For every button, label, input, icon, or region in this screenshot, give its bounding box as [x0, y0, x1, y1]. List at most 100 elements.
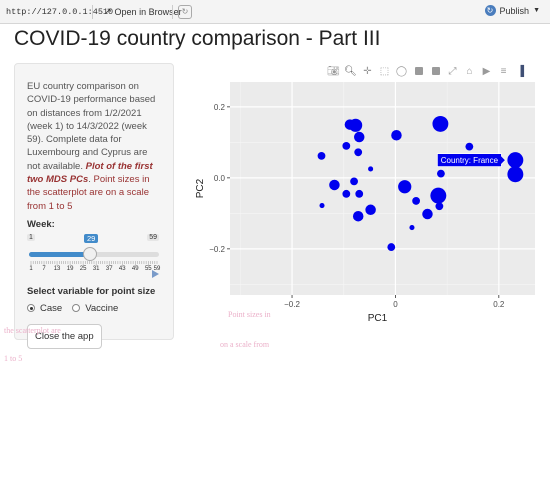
hover-compare-icon[interactable]: ≡: [500, 65, 507, 77]
data-point: [368, 166, 374, 172]
x-axis-title: PC1: [368, 313, 388, 324]
ghost-text: on a scale from: [220, 340, 270, 349]
publish-icon: ↻: [484, 5, 496, 16]
y-axis-title: PC2: [195, 178, 206, 198]
description-text: EU country comparison on COVID-19 perfor…: [27, 81, 156, 172]
data-point: [430, 187, 447, 204]
week-slider[interactable]: 1 29 59 1 7 13 19 25 31 37 43 49 55 59: [27, 233, 163, 280]
radio-vaccine-dot[interactable]: [72, 304, 81, 313]
data-point: [350, 177, 358, 186]
slider-tick-label: 13: [53, 265, 61, 272]
hover-tooltip: [437, 153, 506, 167]
data-point: [342, 189, 351, 198]
data-point: [354, 148, 363, 157]
point-size-note: Point sizes in the scatterplot are on a …: [27, 174, 150, 212]
ghost-text: Point sizes in: [228, 310, 271, 319]
plotly-logo-icon[interactable]: ▐: [516, 65, 525, 77]
slider-value-label: 29: [84, 233, 99, 243]
data-point: [353, 131, 365, 143]
zoom-in-icon[interactable]: [413, 66, 424, 77]
external-window-icon: ↗: [104, 6, 112, 16]
size-variable-label: Select variable for point size: [27, 285, 156, 297]
slider-max-label: 59: [147, 233, 159, 241]
radio-vaccine-label: Vaccine: [85, 302, 119, 314]
x-tick-label: 0.2: [493, 300, 505, 309]
data-point: [437, 169, 445, 178]
viewer-toolbar: http://127.0.0.1:4510 ↗ Open in Browser …: [0, 0, 550, 24]
toolbar-divider: [172, 5, 173, 19]
chevron-down-icon: ▼: [533, 7, 540, 14]
data-point: [465, 142, 474, 151]
data-point: [352, 210, 364, 222]
slider-tick-label: 49: [131, 265, 139, 272]
data-point: [342, 142, 351, 150]
publish-label: Publish: [499, 5, 530, 16]
slider-tick-label: 31: [92, 265, 100, 272]
slider-tick-label: 43: [118, 265, 126, 272]
slider-tick-label: 25: [79, 265, 87, 272]
radio-case-label: Case: [40, 302, 63, 314]
open-in-browser-label: Open in Browser: [114, 6, 182, 17]
data-point: [432, 115, 449, 132]
play-icon[interactable]: [152, 269, 159, 278]
data-point: [387, 243, 396, 251]
slider-tick-label: 19: [66, 265, 74, 272]
camera-icon[interactable]: 📷︎: [327, 65, 340, 77]
data-point: [329, 179, 340, 191]
data-point: [319, 202, 325, 209]
radio-case-dot[interactable]: [27, 304, 35, 313]
size-variable-radio-group: Case Vaccine: [27, 303, 161, 314]
x-tick-label: −0.2: [284, 300, 300, 309]
refresh-icon[interactable]: ↻: [178, 5, 192, 19]
page-title: COVID-19 country comparison - Part III: [14, 27, 381, 50]
y-tick-label: 0.0: [214, 174, 226, 183]
app-description: EU country comparison on COVID-19 perfor…: [27, 80, 161, 213]
plot-modebar: 📷︎ 🔍︎ ✛ ⬚ ◯ ⤢ ⌂ ▶ ≡ ▐: [327, 64, 526, 78]
radio-vaccine[interactable]: Vaccine: [72, 303, 118, 314]
data-point: [507, 166, 524, 183]
data-point: [355, 189, 364, 198]
slider-tick-label: 59: [153, 265, 161, 272]
toolbar-divider: [92, 5, 93, 19]
slider-tick-label: 7: [42, 265, 46, 272]
slider-tick-labels: 1 7 13 19 25 31 37 43 49 55 59: [27, 266, 163, 276]
hover-closest-icon[interactable]: ▶: [482, 65, 491, 77]
data-point: [344, 119, 356, 130]
home-icon[interactable]: ⌂: [466, 65, 473, 77]
slider-handle[interactable]: [83, 246, 97, 261]
radio-case[interactable]: Case: [27, 303, 62, 314]
lasso-icon[interactable]: ◯: [395, 65, 408, 77]
ghost-text: the scatterplot are: [4, 326, 61, 335]
box-select-icon[interactable]: ⬚: [379, 65, 390, 77]
slider-tick-label: 1: [29, 265, 33, 272]
pan-icon[interactable]: ✛: [363, 65, 372, 77]
slider-fill: [29, 251, 89, 257]
ghost-text: 1 to 5: [4, 354, 23, 363]
slider-tick-label: 37: [105, 265, 113, 272]
data-point: [507, 152, 524, 169]
y-tick-label: −0.2: [209, 245, 225, 254]
open-in-browser-button[interactable]: ↗ Open in Browser: [100, 4, 186, 19]
slider-ticks: [30, 260, 158, 266]
y-tick-label: 0.2: [214, 103, 226, 112]
data-point: [365, 204, 376, 216]
autoscale-icon[interactable]: ⤢: [448, 65, 457, 77]
plot-caption: Plot of the first two MDS PCs: [27, 160, 153, 186]
week-label: Week:: [27, 218, 55, 230]
data-point: [422, 208, 433, 220]
zoom-out-icon[interactable]: [430, 66, 441, 77]
data-point: [317, 151, 326, 160]
data-point: [412, 197, 421, 205]
slider-tick-label: 55: [144, 265, 152, 272]
hover-tooltip-text: Country: France: [441, 156, 499, 165]
zoom-icon[interactable]: 🔍︎: [344, 65, 357, 77]
slider-min-label: 1: [27, 233, 35, 241]
data-point: [398, 180, 412, 194]
url-display: http://127.0.0.1:4510: [6, 7, 114, 17]
publish-button[interactable]: ↻ Publish ▼: [484, 5, 540, 16]
data-point: [349, 118, 363, 132]
x-tick-label: 0: [393, 300, 398, 309]
plot-background: [230, 82, 535, 295]
data-point: [435, 202, 444, 211]
close-app-button[interactable]: Close the app: [27, 323, 102, 349]
